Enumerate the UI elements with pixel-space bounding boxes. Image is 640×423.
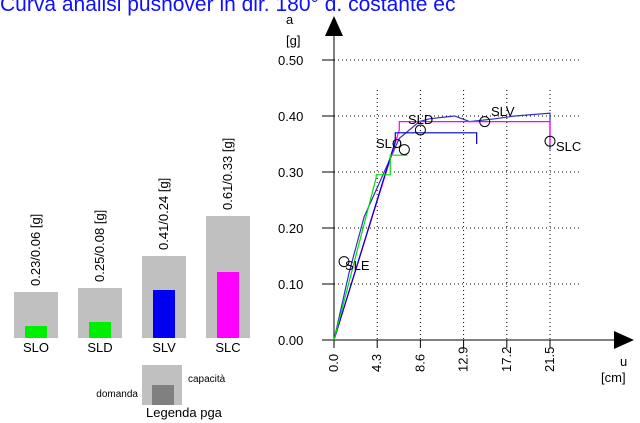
x-tick-label: 12.9 xyxy=(456,347,471,372)
x-tick-label: 8.6 xyxy=(412,354,427,372)
x-tick-label: 0.0 xyxy=(326,354,341,372)
performance-point-label: SLD xyxy=(408,112,433,127)
performance-point xyxy=(398,144,410,156)
pushover-series-line xyxy=(333,120,551,341)
y-tick-label: 0.00 xyxy=(278,333,303,348)
demand-bar xyxy=(217,272,239,338)
y-axis-unit: [g] xyxy=(286,33,300,48)
y-tick-label: 0.40 xyxy=(278,109,303,124)
bar-value-label: 0.41/0.24 [g] xyxy=(156,178,171,250)
legend-demand-swatch xyxy=(152,385,174,405)
legend-caption: Legenda pga xyxy=(146,405,223,420)
x-tick-label: 17.2 xyxy=(499,347,514,372)
x-tick-label: 4.3 xyxy=(369,354,384,372)
bar-value-label: 0.25/0.08 [g] xyxy=(92,210,107,282)
bar-value-label: 0.61/0.33 [g] xyxy=(220,138,235,210)
x-axis-unit: [cm] xyxy=(601,370,626,385)
performance-point xyxy=(414,124,426,136)
x-tick-label: 21.5 xyxy=(542,347,557,372)
legend-capacity-label: capacità xyxy=(188,374,226,385)
demand-bar xyxy=(25,326,47,338)
y-tick-label: 0.50 xyxy=(278,53,303,68)
pushover-series-line xyxy=(333,112,551,341)
bar-category-label: SLD xyxy=(87,340,112,355)
legend-demand-label: domanda xyxy=(96,389,138,400)
demand-bar xyxy=(89,322,111,338)
performance-point xyxy=(479,116,491,128)
y-axis-letter: a xyxy=(286,12,294,27)
y-tick-label: 0.10 xyxy=(278,277,303,292)
performance-point-label: SLE xyxy=(345,258,370,273)
bar-category-label: SLC xyxy=(215,340,240,355)
x-axis-arrow xyxy=(614,331,634,349)
bar-category-label: SLV xyxy=(152,340,176,355)
pushover-chart: 0.00 0.10 0.20 0.30 0.40 0.50 0.0 4.3 8.6 12.9 17.… xyxy=(278,12,634,385)
performance-point-label: SLV xyxy=(491,104,515,119)
pga-bar-chart: SLO 0.23/0.06 [g] SLD 0.25/0.08 [g] SLV 0.41/… xyxy=(14,138,250,355)
bar-value-label: 0.23/0.06 [g] xyxy=(28,214,43,286)
performance-point-label: SLO xyxy=(376,136,402,151)
performance-point-label: SLC xyxy=(556,139,581,154)
performance-point xyxy=(544,135,556,147)
pushover-series-line xyxy=(333,132,478,341)
x-axis-letter: u xyxy=(620,354,627,369)
demand-bar xyxy=(153,290,175,338)
performance-point xyxy=(338,256,350,268)
y-tick-label: 0.30 xyxy=(278,165,303,180)
bar-category-label: SLO xyxy=(23,340,49,355)
chart-title: Curva analisi pushover in dir. 180° d. c… xyxy=(0,0,456,16)
pga-legend: capacità domanda Legenda pga xyxy=(96,365,226,420)
y-axis-arrow xyxy=(325,16,343,36)
pushover-series-line xyxy=(333,154,408,341)
y-tick-label: 0.20 xyxy=(278,221,303,236)
